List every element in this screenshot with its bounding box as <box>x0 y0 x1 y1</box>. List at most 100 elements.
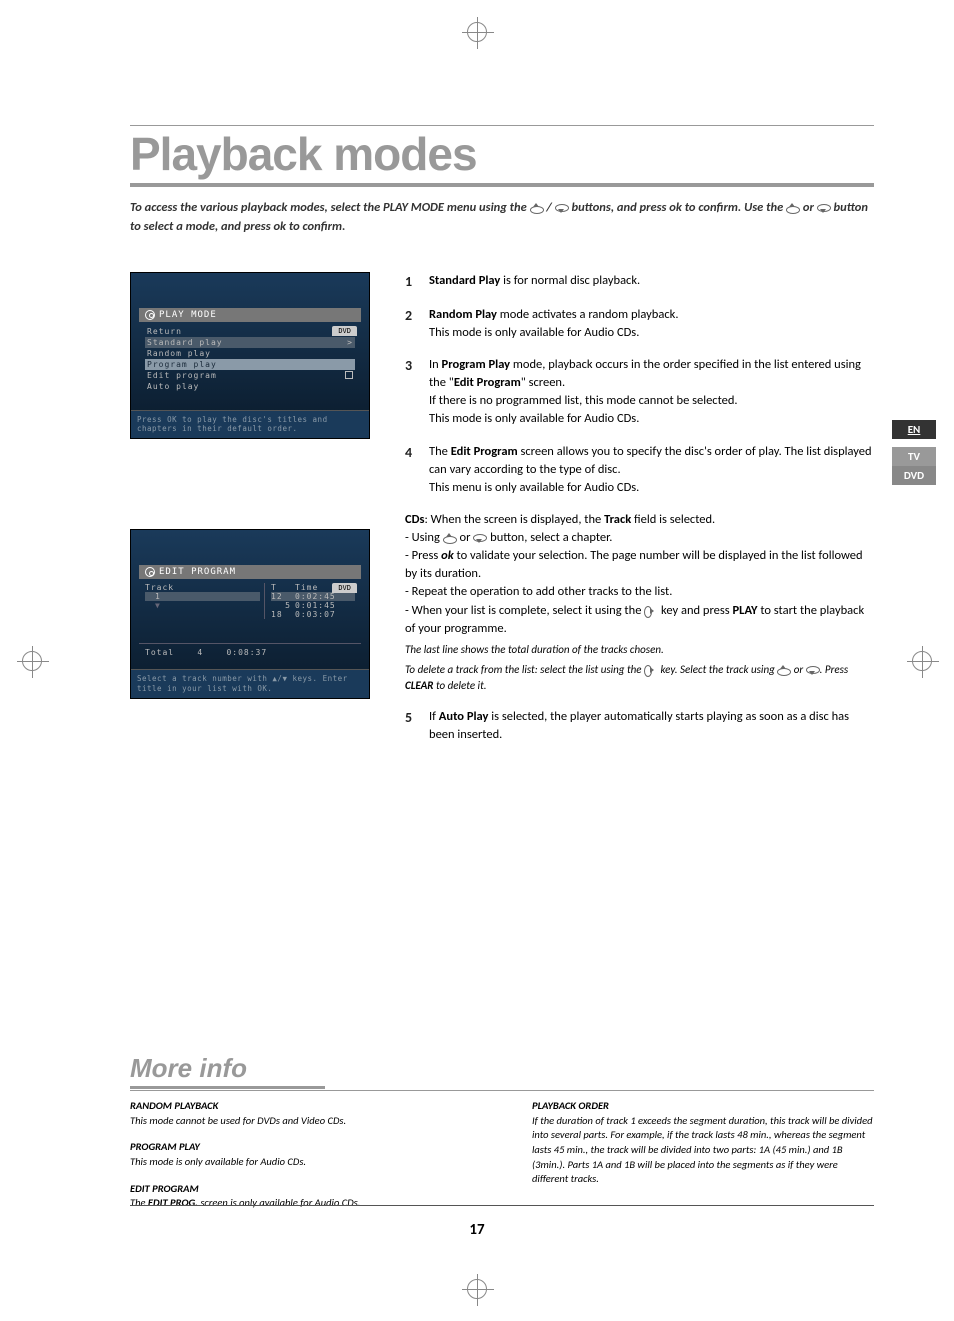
menu-header: PLAY MODE <box>139 308 361 322</box>
up-icon <box>530 203 544 213</box>
crop-mark-left <box>22 651 42 671</box>
crop-mark-top <box>467 22 487 42</box>
arrow-down-icon: ▼ <box>145 601 260 610</box>
step-5: 5 If Auto Play is selected, the player a… <box>405 708 874 744</box>
step-text: If <box>429 709 439 724</box>
crop-mark-bottom <box>467 1279 487 1299</box>
bullet-4: - When your list is complete, select it … <box>405 602 874 638</box>
menu-title: EDIT PROGRAM <box>159 567 236 577</box>
dvd-tab: DVD <box>332 326 357 336</box>
up-icon <box>786 203 800 213</box>
step-bold: Random Play <box>429 307 497 322</box>
step-number: 4 <box>405 443 417 497</box>
menu-item-program: Program play <box>145 359 355 370</box>
menu-item-random: Random play <box>145 348 355 359</box>
down-icon <box>817 203 831 213</box>
step-number: 3 <box>405 356 417 429</box>
title-section: Playback modes <box>130 125 874 187</box>
down-icon <box>806 665 820 675</box>
disc-icon <box>145 567 155 577</box>
mi-text: This mode cannot be used for DVDs and Vi… <box>130 1114 472 1129</box>
page-number: 17 <box>469 1221 484 1239</box>
track-row: 1 <box>145 592 260 601</box>
note-bold: CLEAR <box>405 679 433 692</box>
note-2: To delete a track from the list: select … <box>405 662 874 694</box>
cds-text: : When the screen is displayed, the <box>424 512 604 527</box>
down-icon <box>555 203 569 213</box>
menu-title: PLAY MODE <box>159 310 217 320</box>
total-row: Total 4 0:08:37 <box>139 643 361 661</box>
tab-tv: TV <box>892 447 936 466</box>
step-text: This mode is only available for Audio CD… <box>429 325 639 340</box>
intro-text: To access the various playback modes, se… <box>130 199 874 237</box>
side-tabs: EN TV DVD <box>892 420 936 485</box>
more-info-title: More info <box>130 1053 325 1089</box>
step-1: 1 Standard Play is for normal disc playb… <box>405 272 874 292</box>
page-title: Playback modes <box>130 127 874 181</box>
mi-head: PLAYBACK ORDER <box>532 1099 874 1114</box>
cds-bold: Track <box>604 512 631 527</box>
step-bold: Edit Program <box>454 375 521 390</box>
tab-en: EN <box>892 420 936 439</box>
cds-bold: CDs <box>405 512 424 527</box>
step-number: 2 <box>405 306 417 342</box>
up-icon <box>777 665 791 675</box>
mi-text: This mode is only available for Audio CD… <box>130 1155 472 1170</box>
bullet-bold: PLAY <box>733 603 758 618</box>
t-cell: 5 <box>271 601 295 610</box>
mi-head: RANDOM PLAYBACK <box>130 1099 472 1114</box>
mi-head: PROGRAM PLAY <box>130 1140 472 1155</box>
time-cell: 0:03:07 <box>295 610 336 619</box>
mi-text: If the duration of track 1 exceeds the s… <box>532 1114 874 1187</box>
right-icon <box>644 606 658 616</box>
footer-line <box>130 1205 874 1206</box>
step-text: The <box>429 444 451 459</box>
step-text: mode activates a random playback. <box>497 307 679 322</box>
mi-head: EDIT PROGRAM <box>130 1182 472 1197</box>
step-text: is for normal disc playback. <box>500 273 640 288</box>
menu-item-return: Return <box>145 326 355 337</box>
menu-item-label: Edit program <box>147 371 217 380</box>
edit-program-screenshot: DVD EDIT PROGRAM Track 1 ▼ TTime 120:02:… <box>130 529 370 699</box>
step-bold: Auto Play <box>439 709 489 724</box>
t-header: T <box>271 583 295 592</box>
menu-item-label: Standard play <box>147 338 223 347</box>
total-count: 4 <box>197 648 203 657</box>
time-cell: 0:02:45 <box>295 592 336 601</box>
note-text: to delete it. <box>433 679 486 692</box>
menu-item-standard: Standard play > <box>145 337 355 348</box>
step-2: 2 Random Play mode activates a random pl… <box>405 306 874 342</box>
tab-dvd: DVD <box>892 466 936 485</box>
step-text: This mode is only available for Audio CD… <box>429 411 639 426</box>
track-header: Track <box>145 583 260 592</box>
mi-program: PROGRAM PLAY This mode is only available… <box>130 1140 472 1169</box>
bullet-text: to validate your selection. The page num… <box>405 548 863 581</box>
bullet-bold: ok <box>441 548 454 563</box>
step-text: is selected, the player automatically st… <box>429 709 849 742</box>
mi-random: RANDOM PLAYBACK This mode cannot be used… <box>130 1099 472 1128</box>
note-1: The last line shows the total duration o… <box>405 642 874 658</box>
menu-hint: Press OK to play the disc's titles and c… <box>131 410 369 439</box>
step-text: In <box>429 357 442 372</box>
step-bold: Program Play <box>442 357 511 372</box>
step-3: 3 In Program Play mode, playback occurs … <box>405 356 874 429</box>
time-cell: 0:01:45 <box>295 601 336 610</box>
right-icon <box>644 665 658 675</box>
dvd-tab: DVD <box>332 583 357 593</box>
checkbox-icon <box>345 371 353 379</box>
step-number: 1 <box>405 272 417 292</box>
step-bold: Edit Program <box>451 444 518 459</box>
total-label: Total <box>145 648 174 657</box>
bullet-1: - Using or button, select a chapter. <box>405 529 874 547</box>
mi-order: PLAYBACK ORDER If the duration of track … <box>532 1099 874 1187</box>
t-cell: 18 <box>271 610 295 619</box>
total-time: 0:08:37 <box>226 648 267 657</box>
up-icon <box>443 533 457 543</box>
bullet-2: - Press ok to validate your selection. T… <box>405 547 874 583</box>
cds-line: CDs: When the screen is displayed, the T… <box>405 511 874 529</box>
t-cell: 12 <box>271 592 295 601</box>
bullet-text: - Press <box>405 548 441 563</box>
play-mode-screenshot: DVD PLAY MODE Return Standard play > Ran… <box>130 272 370 440</box>
step-text: " screen. <box>521 375 565 390</box>
down-icon <box>473 533 487 543</box>
